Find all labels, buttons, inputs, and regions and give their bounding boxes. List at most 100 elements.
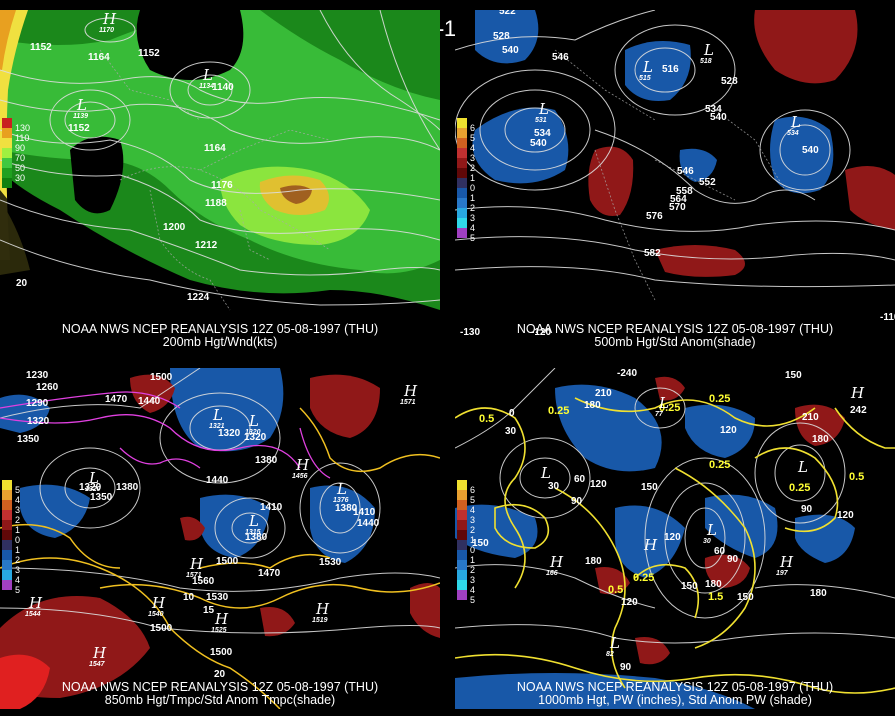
colorbar-label: 2 [470, 163, 476, 173]
contour-label: 90 [571, 496, 583, 507]
low-pressure-marker: L [88, 469, 99, 487]
low-pressure-marker: L [703, 41, 714, 59]
colorbar-label: 3 [470, 213, 476, 223]
contour-label: 180 [812, 434, 829, 445]
colorbar-cell [2, 480, 12, 490]
high-pressure-marker: H [779, 553, 794, 571]
colorbar-label: 4 [470, 585, 476, 595]
center-value: 166 [546, 570, 558, 577]
wind-colorbar: 130 110 90 70 50 30 [2, 118, 30, 188]
colorbar-label: 3 [15, 505, 21, 515]
colorbar-cell [2, 580, 12, 590]
contour-label: 1140 [212, 82, 234, 93]
panel-500mb-height-anomaly: 522 528 540 546 516 528 534 540 534 540 540 546 552 5… [455, 10, 895, 351]
high-pressure-marker: H [189, 555, 204, 573]
contour-label: 1410 [353, 507, 376, 518]
contour-label: 0.25 [789, 482, 810, 494]
center-value: 30 [703, 538, 711, 545]
colorbar-cell [457, 208, 467, 218]
low-pressure-marker: L [538, 100, 549, 118]
contour-label: 30 [505, 426, 517, 437]
colorbar-cell [457, 510, 467, 520]
contour-label: 60 [714, 546, 726, 557]
contour-label: 534 [534, 128, 551, 139]
contour-label: -110 [880, 312, 895, 323]
low-pressure-marker: L [790, 113, 801, 131]
colorbar-label: 6 [470, 123, 476, 133]
contour-label: 528 [721, 76, 738, 87]
colorbar-cell [2, 138, 12, 148]
colorbar-label: 2 [470, 525, 476, 535]
colorbar-label: 3 [470, 575, 476, 585]
high-pressure-marker: H [403, 382, 418, 400]
colorbar-cell [2, 540, 12, 550]
colorbar-label: 130 [15, 123, 31, 133]
colorbar-label: 3 [470, 515, 476, 525]
colorbar-label: 1 [470, 193, 476, 203]
contour-label: 0.25 [709, 459, 730, 471]
high-pressure-marker: H [151, 594, 166, 612]
colorbar-cell [2, 530, 12, 540]
colorbar-cell [457, 178, 467, 188]
center-value: 1320 [85, 486, 101, 493]
colorbar-label: 5 [470, 495, 476, 505]
low-pressure-marker: L [212, 406, 223, 424]
low-pressure-marker: L [540, 464, 551, 482]
contour-label: 1260 [36, 382, 59, 393]
contour-label: 1530 [319, 557, 342, 568]
colorbar-cell [2, 178, 12, 188]
caption-line2: 850mb Hgt/Tmpc/Std Anom Tmpc(shade) [104, 693, 336, 707]
center-value: 534 [787, 130, 799, 137]
contour-label: 1320 [218, 428, 241, 439]
center-value: 1170 [99, 27, 114, 34]
colorbar-label: 0 [470, 545, 476, 555]
contour-label: 20 [214, 669, 226, 680]
center-value: 1321 [209, 423, 225, 430]
contour-label: 1530 [206, 592, 229, 603]
contour-label: 1224 [187, 292, 210, 303]
center-value: 531 [535, 117, 547, 124]
colorbar-cell [457, 158, 467, 168]
colorbar-cell [457, 168, 467, 178]
caption-line1: NOAA NWS NCEP REANALYSIS 12Z 05-08-1997 … [516, 680, 834, 694]
contour-label: 1470 [258, 568, 281, 579]
colorbar-cell [457, 530, 467, 540]
contour-label: 1212 [195, 240, 218, 251]
colorbar-cell [457, 490, 467, 500]
colorbar-label: 2 [470, 203, 476, 213]
contour-label: 20 [16, 278, 28, 289]
center-value: 518 [700, 58, 712, 65]
colorbar-label: 1 [470, 555, 476, 565]
contour-label: -130 [460, 327, 480, 338]
caption-line1: NOAA NWS NCEP REANALYSIS 12Z 05-08-1997 … [516, 322, 834, 336]
colorbar-cell [457, 218, 467, 228]
center-value: 1315 [245, 529, 261, 536]
colorbar-cell [457, 580, 467, 590]
center-value: 1519 [312, 617, 328, 624]
contour-label: 180 [585, 556, 602, 567]
caption-line2: 1000mb Hgt, PW (inches), Std Anom PW (sh… [538, 693, 812, 707]
contour-label: 90 [620, 662, 632, 673]
colorbar-label: 5 [15, 585, 21, 595]
contour-label: 1410 [260, 502, 283, 513]
low-pressure-marker: L [248, 512, 259, 530]
low-pressure-marker: L [706, 521, 717, 539]
high-pressure-marker: H [295, 456, 310, 474]
colorbar-cell [2, 550, 12, 560]
colorbar-cell [457, 560, 467, 570]
contour-label: 0.5 [479, 413, 494, 425]
center-value: 1571 [186, 572, 202, 579]
colorbar-label: 5 [15, 485, 21, 495]
contour-label: 10 [183, 592, 195, 603]
colorbar-label: 0 [470, 183, 476, 193]
colorbar-label: 4 [470, 143, 476, 153]
high-pressure-marker: H [92, 644, 107, 662]
contour-label: 1164 [204, 143, 226, 154]
colorbar-label: 3 [15, 565, 21, 575]
center-value: 77 [655, 411, 664, 418]
panel-200mb-height-wind: 1152 1164 1152 1140 1152 1164 1176 1188 1200 1212… [0, 10, 440, 351]
map-200mb: 1152 1164 1152 1140 1152 1164 1176 1188 1200 1212… [0, 10, 440, 351]
colorbar-cell [457, 500, 467, 510]
center-value: 197 [776, 570, 789, 577]
